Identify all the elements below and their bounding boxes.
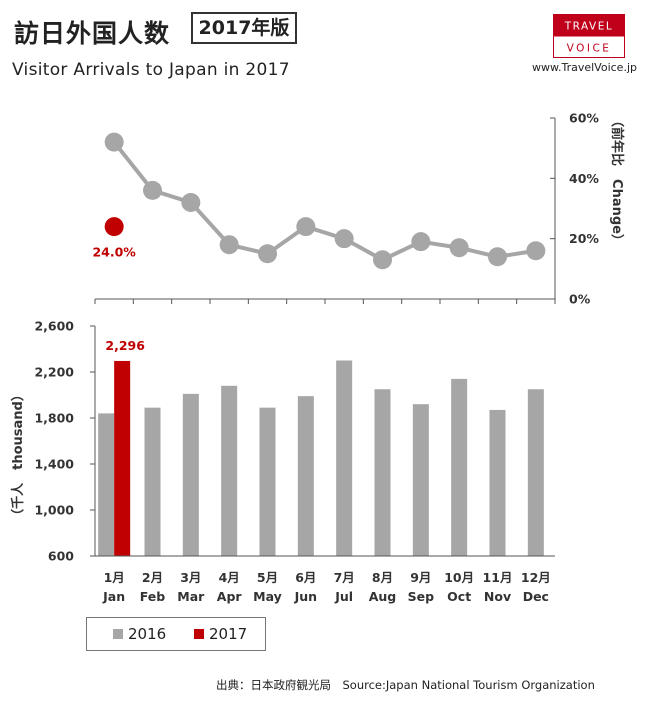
bar-y-tick-label: 1,800 <box>34 411 74 426</box>
bar-2016 <box>336 360 353 556</box>
bar-y-tick-label: 600 <box>48 549 74 564</box>
legend-item-2016: 2016 <box>113 618 166 650</box>
legend-label-2017: 2017 <box>209 625 248 643</box>
bar-y-tick-label: 2,200 <box>34 365 74 380</box>
bar-2016 <box>144 407 161 556</box>
bar-y-tick-label: 1,400 <box>34 457 74 472</box>
legend-item-2017: 2017 <box>194 618 247 650</box>
logo-top-band <box>553 14 625 36</box>
bar-x-tick-label: 4月 <box>219 570 240 585</box>
line-point-2016 <box>449 238 469 258</box>
bar-x-tick-label-en: Nov <box>484 589 511 604</box>
bar-x-tick-label-en: Dec <box>523 589 549 604</box>
line-point-2016 <box>219 235 239 255</box>
line-point-2016 <box>104 132 124 152</box>
logo-bottom-box <box>553 35 625 58</box>
bar-2016 <box>98 413 115 556</box>
bar-y-tick-label: 1,000 <box>34 503 74 518</box>
bar-2016 <box>451 378 468 556</box>
bar-2016 <box>527 389 544 556</box>
line-y-tick-label: 20% <box>569 231 599 246</box>
bar-2016 <box>489 409 506 556</box>
bar-x-tick-label: 7月 <box>334 570 355 585</box>
bar-x-tick-label: 6月 <box>295 570 316 585</box>
bar-x-tick-label-en: Jul <box>334 589 353 604</box>
line-point-2016 <box>526 241 546 261</box>
bar-x-tick-label-en: Mar <box>177 589 205 604</box>
bar-x-tick-label: 3月 <box>180 570 201 585</box>
bar-x-tick-label: 12月 <box>521 570 551 585</box>
line-point-2016 <box>488 247 507 267</box>
bar-2016 <box>182 393 199 556</box>
bar-y-tick-label: 2,600 <box>34 319 74 334</box>
bar-x-tick-label: 10月 <box>444 570 474 585</box>
bar-x-tick-label-en: Apr <box>217 589 243 604</box>
bar-x-tick-label-en: Aug <box>369 589 397 604</box>
bar-x-tick-label: 8月 <box>372 570 393 585</box>
line-point-2017 <box>104 217 124 237</box>
bar-x-tick-label: 5月 <box>257 570 278 585</box>
bar-data-label-2017: 2,296 <box>105 338 145 353</box>
page-subtitle: Visitor Arrivals to Japan in 2017 <box>12 60 290 80</box>
travel-voice-logo: TRAVEL VOICE <box>553 14 625 58</box>
bar-x-tick-label-en: Oct <box>447 589 471 604</box>
legend-swatch-2017 <box>194 629 204 639</box>
source-note: 出典：日本政府観光局 Source:Japan National Tourism… <box>216 678 595 692</box>
bar-2016 <box>221 385 238 556</box>
line-y-tick-label: 60% <box>569 111 599 126</box>
line-point-2016 <box>411 232 431 252</box>
legend-label-2016: 2016 <box>128 625 167 643</box>
bar-x-tick-label-en: May <box>253 589 282 604</box>
bar-y-axis-label: （千人 thousand） <box>10 388 26 522</box>
logo-line2: VOICE <box>567 43 612 55</box>
bar-x-tick-label: 9月 <box>410 570 431 585</box>
line-point-2016 <box>181 192 201 212</box>
bar-x-tick-label: 11月 <box>483 570 513 585</box>
bar-2016 <box>297 396 314 556</box>
line-point-2016 <box>258 244 277 264</box>
bar-2017 <box>114 360 131 556</box>
line-point-2016 <box>373 250 392 270</box>
bar-2016 <box>412 404 429 556</box>
bar-x-tick-label: 1月 <box>104 570 125 585</box>
line-y-axis-label: （前年比 Change） <box>609 114 625 247</box>
bar-x-tick-label-en: Jan <box>102 589 125 604</box>
edition-badge: 2017年版 <box>191 12 297 44</box>
change-line-chart: 0% 20% 40% 60% （前年比 Change） 24.0% <box>92 111 625 307</box>
bar-x-tick-label: 2月 <box>142 570 163 585</box>
bar-x-tick-label-en: Jun <box>294 589 317 604</box>
bar-2016 <box>374 389 391 556</box>
bar-x-tick-label-en: Sep <box>408 589 434 604</box>
bar-x-tick-label-en: Feb <box>140 589 166 604</box>
bar-2016 <box>259 407 276 556</box>
page-title: 訪日外国人数 <box>14 19 171 48</box>
line-y-tick-label: 0% <box>569 292 591 307</box>
logo-line1: TRAVEL <box>564 21 613 33</box>
line-point-2016 <box>296 217 316 237</box>
line-point-2016 <box>334 229 354 249</box>
line-y-tick-label: 40% <box>569 171 599 186</box>
legend-swatch-2016 <box>113 629 123 639</box>
line-point-2016 <box>143 180 162 200</box>
site-url[interactable]: www.TravelVoice.jp <box>532 61 637 74</box>
chart-legend: 2016 2017 <box>86 617 266 651</box>
line-data-label-2017: 24.0% <box>92 245 136 260</box>
